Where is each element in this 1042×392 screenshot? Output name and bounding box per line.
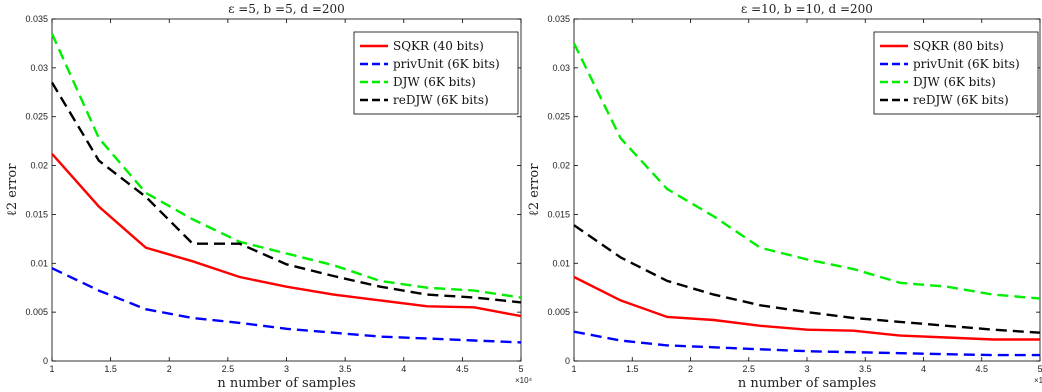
- x-tick-label: 3.5: [339, 364, 352, 374]
- y-tick-label: 0.035: [547, 14, 570, 24]
- x-tick-label: 3: [804, 364, 809, 374]
- y-tick-label: 0.01: [552, 258, 570, 268]
- series-line-redjw: [574, 225, 1040, 333]
- y-tick-label: 0.005: [25, 307, 48, 317]
- chart-title: ε =5, b =5, d =200: [228, 2, 345, 16]
- y-tick-label: 0.015: [25, 209, 48, 219]
- y-tick-label: 0.02: [30, 161, 48, 171]
- x-tick-label: 3.5: [859, 364, 872, 374]
- legend-label: privUnit (6K bits): [913, 57, 1020, 71]
- x-tick-label: 2: [167, 364, 172, 374]
- y-tick-label: 0.005: [547, 307, 570, 317]
- y-axis-label: ℓ2 error: [527, 163, 542, 217]
- legend: SQKR (40 bits) privUnit (6K bits) DJW (6K …: [354, 32, 518, 114]
- x-axis-label: n number of samples: [217, 376, 355, 391]
- x-tick-label: 2.5: [742, 364, 755, 374]
- series-line-redjw: [52, 83, 521, 303]
- y-tick-label: 0.02: [552, 161, 570, 171]
- x-tick-label: 4: [921, 364, 926, 374]
- legend-label: reDJW (6K bits): [913, 93, 1009, 107]
- x-tick-label: 5: [1037, 364, 1042, 374]
- legend-label: SQKR (40 bits): [393, 39, 484, 53]
- series-line-privunit: [574, 332, 1040, 355]
- y-tick-label: 0.025: [547, 112, 570, 122]
- legend-label: privUnit (6K bits): [393, 57, 500, 71]
- x-axis-multiplier: ×10⁴: [515, 376, 533, 385]
- series-line-privunit: [52, 268, 521, 342]
- x-tick-label: 1.5: [104, 364, 117, 374]
- y-tick-label: 0.025: [25, 112, 48, 122]
- x-axis-multiplier: ×10⁴: [1034, 376, 1042, 385]
- x-tick-label: 2.5: [222, 364, 235, 374]
- x-tick-label: 4.5: [456, 364, 469, 374]
- y-axis-label: ℓ2 error: [5, 163, 20, 217]
- x-tick-label: 1: [571, 364, 576, 374]
- y-tick-label: 0.015: [547, 209, 570, 219]
- x-tick-label: 2: [688, 364, 693, 374]
- series-line-sqkr: [574, 277, 1040, 340]
- legend: SQKR (80 bits) privUnit (6K bits) DJW (6K …: [874, 32, 1038, 114]
- legend-label: DJW (6K bits): [393, 75, 476, 89]
- legend-label: SQKR (80 bits): [913, 39, 1004, 53]
- x-tick-label: 5: [518, 364, 523, 374]
- x-tick-label: 1.5: [626, 364, 639, 374]
- y-tick-label: 0: [565, 356, 570, 366]
- y-tick-label: 0: [43, 356, 48, 366]
- chart-title: ε =10, b =10, d =200: [741, 2, 873, 16]
- y-tick-label: 0.03: [30, 63, 48, 73]
- y-tick-label: 0.03: [552, 63, 570, 73]
- x-tick-label: 4: [401, 364, 406, 374]
- right-chart: 1 1.5 2 2.5 3 3.5 4 4.5 5 0 0.005 0.01 0.015 0.02 0.02…: [527, 2, 1042, 391]
- legend-label: DJW (6K bits): [913, 75, 996, 89]
- legend-label: reDJW (6K bits): [393, 93, 489, 107]
- x-axis-label: n number of samples: [738, 376, 876, 391]
- left-chart: 1 1.5 2 2.5 3 3.5 4 4.5 5 0 0.005 0.01 0.015 0.02 0.02…: [5, 2, 533, 391]
- x-tick-label: 3: [284, 364, 289, 374]
- x-tick-label: 1: [49, 364, 54, 374]
- y-tick-label: 0.01: [30, 258, 48, 268]
- y-tick-label: 0.035: [25, 14, 48, 24]
- x-tick-label: 4.5: [975, 364, 988, 374]
